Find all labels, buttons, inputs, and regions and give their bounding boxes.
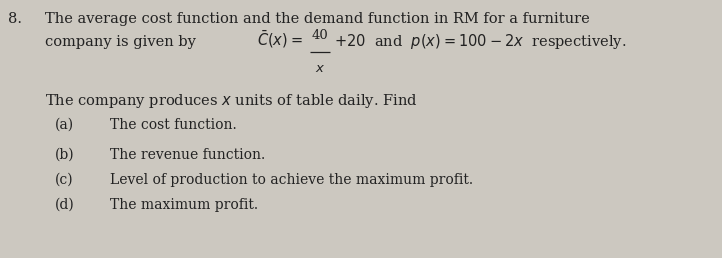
Text: 40: 40	[312, 29, 329, 42]
Text: The maximum profit.: The maximum profit.	[110, 198, 258, 212]
Text: company is given by: company is given by	[45, 35, 201, 49]
Text: $+20$  and  $p(x)=100-2x$  respectively.: $+20$ and $p(x)=100-2x$ respectively.	[334, 32, 627, 51]
Text: 8.: 8.	[8, 12, 22, 26]
Text: The company produces $x$ units of table daily. Find: The company produces $x$ units of table …	[45, 92, 417, 110]
Text: $x$: $x$	[315, 62, 325, 75]
Text: The cost function.: The cost function.	[110, 118, 237, 132]
Text: Level of production to achieve the maximum profit.: Level of production to achieve the maxim…	[110, 173, 473, 187]
Text: (a): (a)	[55, 118, 74, 132]
Text: (b): (b)	[55, 148, 74, 162]
Text: (c): (c)	[55, 173, 74, 187]
Text: $\bar{C}(x)=$: $\bar{C}(x)=$	[257, 29, 303, 51]
Text: (d): (d)	[55, 198, 75, 212]
Text: The revenue function.: The revenue function.	[110, 148, 265, 162]
Text: The average cost function and the demand function in RM for a furniture: The average cost function and the demand…	[45, 12, 590, 26]
